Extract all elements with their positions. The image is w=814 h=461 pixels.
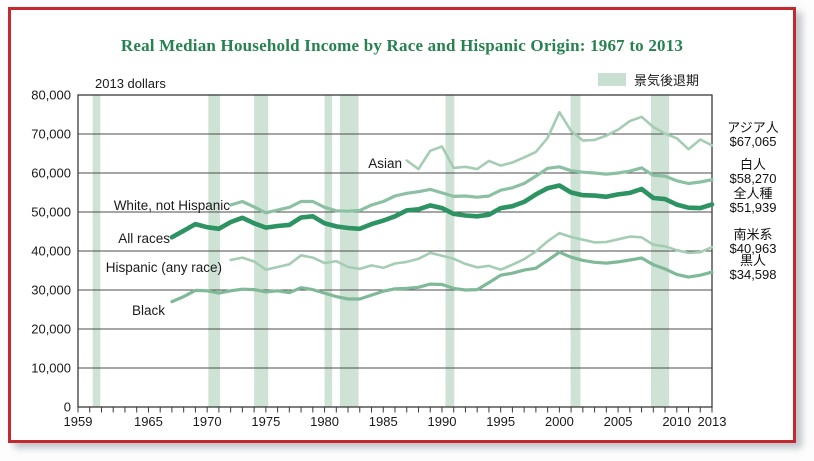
chart-title: Real Median Household Income by Race and… [120,36,684,55]
annotation-white: 白人 $58,270 [712,158,794,185]
y-tick-label: 50,000 [31,205,71,220]
units-label: 2013 dollars [95,76,166,91]
annotation-hispanic: 南米系 $40,963 [712,228,794,255]
annotation-hispanic-value: $40,963 [729,241,777,256]
chart-canvas: 0 10,000 20,000 30,000 40,000 50,000 60,000 70,… [31,88,727,430]
y-tick-label: 70,000 [31,127,71,142]
recession-band-swatch [598,72,626,86]
y-tick-label: 30,000 [31,283,71,298]
y-tick-label: 10,000 [31,361,71,376]
annotation-asian-value: $67,065 [729,134,777,149]
x-tick-label: 1980 [310,414,339,429]
series-line-white_not_hispanic [229,165,714,215]
x-tick-label: 1970 [193,414,222,429]
y-tick-label: 20,000 [31,322,71,337]
annotation-all-races: 全人種 $51,939 [712,187,794,214]
series-line-asian [405,110,714,171]
x-tick-label: 2010 [662,414,691,429]
series-label-all-races: All races [118,231,170,246]
series-label-black: Black [131,303,165,318]
x-tick-label: 1985 [369,414,398,429]
annotation-hispanic-jp: 南米系 [733,227,773,242]
x-tick-label: 1975 [251,414,280,429]
annotation-white-jp: 白人 [739,157,766,172]
x-tick-label: 1965 [134,414,163,429]
y-tick-label: 40,000 [31,244,71,259]
figure-frame: Real Median Household Income by Race and… [8,7,796,443]
y-tick-label: 60,000 [31,166,71,181]
annotation-all-races-jp: 全人種 [733,186,773,201]
y-tick-label: 80,000 [31,88,71,103]
annotation-white-value: $58,270 [729,171,777,186]
annotation-black-jp: 黒人 [739,253,766,268]
series-label-white-not-hispanic: White, not Hispanic [113,198,230,213]
x-tick-label: 2005 [604,414,633,429]
series-line-black [170,250,714,304]
recession-legend-label: 景気後退期 [634,72,700,88]
annotation-asian-jp: アジア人 [727,120,779,135]
x-tick-label: 2013 [698,414,727,429]
series-line-hispanic [229,231,714,272]
series-label-hispanic: Hispanic (any race) [105,260,222,275]
x-tick-label: 1959 [64,414,93,429]
series-label-asian: Asian [368,156,402,171]
series-line-all_races [169,183,715,240]
x-tick-label: 2000 [545,414,574,429]
annotation-all-races-value: $51,939 [729,200,777,215]
x-tick-label: 1995 [486,414,515,429]
y-tick-label: 0 [64,400,71,415]
recession-legend: 景気後退期 [598,71,700,88]
annotation-black: 黒人 $34,598 [712,254,794,281]
annotation-black-value: $34,598 [729,267,777,282]
annotation-asian: アジア人 $67,065 [712,121,794,148]
x-tick-label: 1990 [428,414,457,429]
